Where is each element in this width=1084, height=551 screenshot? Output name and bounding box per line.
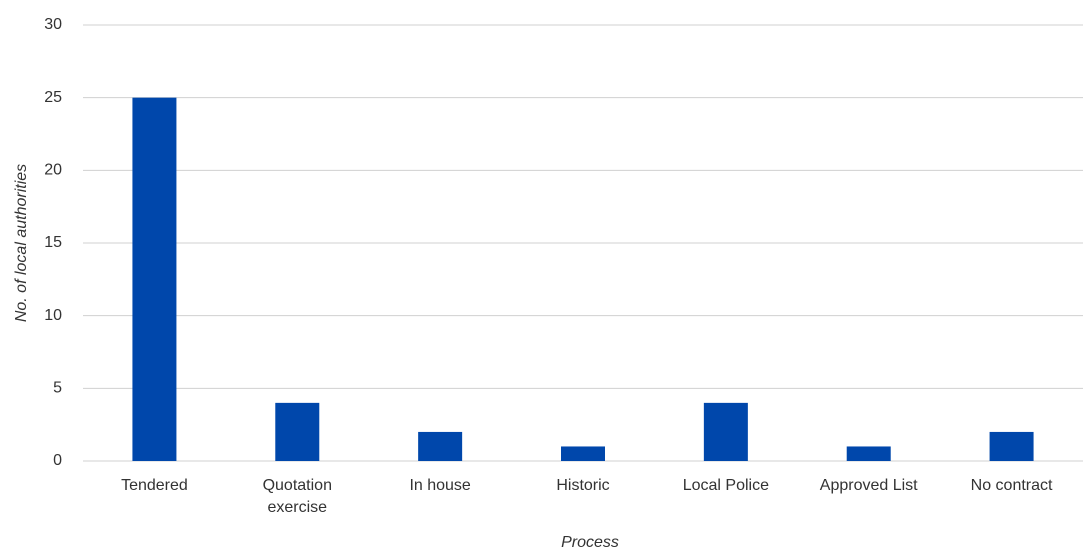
y-tick-label: 15 (44, 234, 62, 251)
x-tick-label: Approved List (819, 477, 918, 494)
x-tick-label: In house (409, 477, 471, 494)
y-tick-label: 0 (53, 452, 62, 469)
bar (418, 431, 463, 461)
x-tick-label: Historic (556, 477, 610, 494)
bar (846, 446, 891, 461)
y-tick-label: 30 (44, 16, 62, 33)
bar (275, 402, 320, 461)
y-tick-label: 20 (44, 162, 62, 179)
y-axis-label: No. of local authorities (13, 164, 30, 322)
x-axis-label: Process (561, 534, 619, 551)
y-tick-label: 10 (44, 307, 62, 324)
bar (703, 402, 748, 461)
y-tick-label: 25 (44, 89, 62, 106)
bar (132, 97, 177, 462)
x-tick-label: Tendered (121, 477, 188, 494)
x-tick-label: Local Police (682, 477, 769, 494)
bar (561, 446, 605, 461)
x-tick-label: No contract (970, 477, 1053, 494)
bar (989, 431, 1034, 461)
y-tick-label: 5 (53, 380, 62, 397)
x-tick-label: Quotation exercise (262, 477, 332, 516)
